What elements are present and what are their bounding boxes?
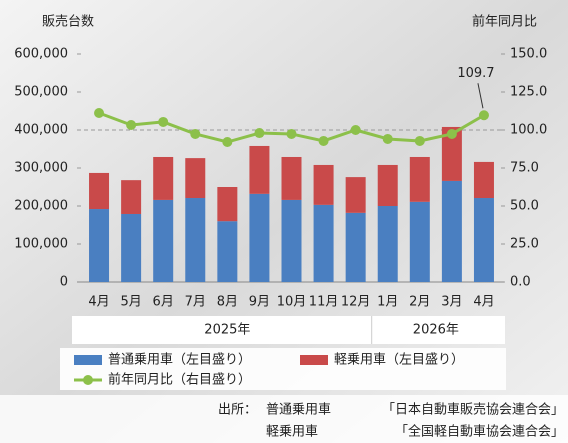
source-name: 「日本自動車販売協会連合会」 (382, 402, 564, 418)
source-backdrop (0, 395, 568, 443)
x-tick-label: 4月 (88, 295, 109, 310)
legend-label: 前年同月比（右目盛り） (108, 372, 251, 388)
x-tick-label: 4月 (473, 295, 494, 310)
legend-swatch (83, 375, 93, 385)
callout-line (477, 83, 484, 109)
line-point (318, 135, 329, 146)
data-label: 109.7 (457, 66, 494, 81)
source-org: 軽乗用車 (266, 425, 318, 440)
legend-label: 普通乗用車（左目盛り） (108, 353, 251, 368)
bar (441, 180, 462, 282)
y-axis-title: 販売台数 (42, 14, 94, 30)
bar (345, 177, 366, 213)
x-tick-label: 3月 (441, 295, 462, 310)
source-prefix: 出所： (218, 403, 257, 418)
x-tick-label: 5月 (120, 295, 141, 310)
x-tick-label: 12月 (341, 295, 371, 310)
y-tick-label: 300,000 (14, 161, 68, 176)
bar (121, 180, 142, 214)
bar (153, 199, 174, 282)
year-label: 2026年 (413, 323, 459, 338)
y-tick-label: 400,000 (14, 123, 68, 138)
bar (313, 164, 334, 205)
bar (345, 212, 366, 282)
x-tick-label: 8月 (217, 295, 238, 310)
y-tick-label: 500,000 (14, 85, 68, 100)
bar (377, 206, 398, 282)
y2-axis-title: 前年同月比 (472, 14, 537, 30)
y-tick-label: 200,000 (14, 199, 68, 214)
y2-tick-label: 125.0 (510, 85, 547, 100)
y2-tick-label: 50.0 (510, 199, 539, 214)
legend-box (60, 348, 506, 390)
line-point (94, 107, 105, 118)
bar (441, 126, 462, 181)
bar (249, 145, 270, 194)
source-name: 「全国軽自動車協会連合会」 (395, 424, 564, 440)
y2-tick-label: 0.0 (510, 275, 531, 290)
year-label: 2025年 (204, 323, 250, 338)
x-tick-label: 10月 (277, 295, 307, 310)
bar (473, 198, 494, 282)
line-point (446, 128, 457, 139)
legend-label: 軽乗用車（左目盛り） (334, 353, 464, 368)
bar (473, 161, 494, 199)
line-point (414, 135, 425, 146)
bar (89, 209, 110, 282)
legend-swatch (300, 355, 328, 365)
line-point (190, 128, 201, 139)
bar (377, 164, 398, 206)
x-tick-label: 11月 (309, 295, 339, 310)
bar (89, 172, 110, 210)
source-org: 普通乗用車 (266, 403, 331, 418)
legend-swatch (74, 355, 102, 365)
x-tick-label: 2月 (409, 295, 430, 310)
bar (121, 213, 142, 282)
y2-tick-label: 150.0 (510, 47, 547, 62)
line-point (126, 119, 137, 130)
line-point (254, 128, 265, 139)
line-point (222, 137, 233, 148)
bar (185, 158, 206, 199)
y2-tick-label: 100.0 (510, 123, 547, 138)
bar (313, 204, 334, 282)
y-tick-label: 0 (60, 275, 68, 290)
bar (249, 193, 270, 282)
line-point (286, 128, 297, 139)
x-tick-label: 7月 (185, 295, 206, 310)
bar (281, 156, 302, 200)
x-tick-label: 6月 (153, 295, 174, 310)
bar (153, 156, 174, 200)
y-tick-label: 100,000 (14, 237, 68, 252)
bar (281, 199, 302, 282)
year-band (72, 316, 505, 344)
x-tick-label: 9月 (249, 295, 270, 310)
bar (217, 221, 238, 282)
bar (409, 156, 430, 202)
line-point (158, 116, 169, 127)
y2-tick-label: 75.0 (510, 161, 539, 176)
y-tick-label: 600,000 (14, 47, 68, 62)
bar (217, 187, 238, 222)
bar (185, 198, 206, 282)
line-point (478, 110, 489, 121)
x-tick-label: 1月 (377, 295, 398, 310)
line-point (382, 133, 393, 144)
bar (409, 201, 430, 282)
y2-tick-label: 25.0 (510, 237, 539, 252)
line-point (350, 125, 361, 135)
